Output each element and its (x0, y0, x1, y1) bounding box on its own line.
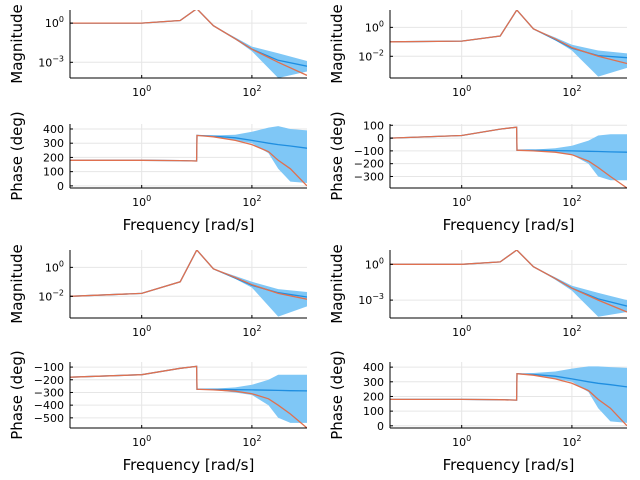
y-tick-label: 100 (363, 119, 384, 132)
y-tick-label: 100 (365, 19, 384, 34)
y-tick-label: −400 (34, 399, 64, 412)
x-tick-label: 100 (452, 324, 471, 339)
nominal-line (70, 365, 307, 428)
y-tick-label: 0 (377, 132, 384, 145)
x-tick-label: 100 (452, 194, 471, 209)
y-tick-label: 10−2 (358, 48, 384, 63)
x-tick-label: 100 (452, 434, 471, 449)
y-tick-label: −100 (354, 145, 384, 158)
y-tick-label: 100 (45, 15, 64, 30)
x-tick-label: 102 (562, 324, 581, 339)
y-tick-label: 10−2 (38, 288, 64, 303)
nominal-line (70, 250, 307, 300)
x-tick-label: 102 (242, 84, 261, 99)
x-tick-label: 100 (452, 84, 471, 99)
y-tick-label: 100 (363, 405, 384, 418)
magnitude-panel-top-right: 100 10−2 100 102 Magnitude (328, 4, 627, 99)
y-axis-label: Phase (deg) (328, 111, 346, 201)
x-tick-label: 102 (242, 194, 261, 209)
x-tick-label: 100 (132, 194, 151, 209)
mean-line (70, 10, 307, 67)
nominal-line (70, 10, 307, 76)
uncertainty-band (390, 366, 627, 423)
plot-area (70, 126, 307, 187)
y-tick-label: −300 (354, 170, 384, 183)
y-axis-label: Phase (deg) (328, 350, 346, 440)
plot-area (390, 250, 627, 317)
nominal-line (390, 10, 627, 65)
nominal-line (390, 126, 627, 188)
y-axis-label: Phase (deg) (8, 111, 26, 201)
y-tick-label: 0 (57, 180, 64, 193)
uncertainty-band (390, 127, 627, 181)
plot-area (390, 10, 627, 77)
plot-area (70, 10, 307, 78)
y-axis-label: Magnitude (8, 4, 26, 83)
x-axis-label: Frequency [rad/s] (443, 216, 575, 234)
magnitude-panel-bottom-right: 100 10−3 100 102 Magnitude (328, 244, 627, 339)
x-tick-label: 102 (562, 194, 581, 209)
y-tick-label: 100 (45, 259, 64, 274)
y-tick-label: 300 (43, 137, 64, 150)
y-tick-label: −500 (34, 412, 64, 425)
y-tick-label: 200 (363, 390, 384, 403)
x-tick-label: 102 (242, 434, 261, 449)
x-tick-label: 102 (242, 324, 261, 339)
uncertainty-band (390, 10, 627, 77)
x-axis-label: Frequency [rad/s] (123, 216, 255, 234)
uncertainty-band (390, 250, 627, 317)
plot-area (70, 250, 307, 317)
y-axis-label: Magnitude (8, 244, 26, 323)
x-tick-label: 100 (132, 84, 151, 99)
x-tick-label: 102 (562, 84, 581, 99)
y-tick-label: 0 (377, 420, 384, 433)
uncertainty-band (70, 250, 307, 317)
y-tick-label: −200 (354, 158, 384, 171)
x-tick-label: 102 (562, 434, 581, 449)
y-tick-label: 100 (43, 166, 64, 179)
x-axis-label: Frequency [rad/s] (443, 456, 575, 474)
y-tick-label: 300 (363, 376, 384, 389)
phase-panel-bottom-left: −100−200−300−400−500 100 102 Phase (deg) (8, 350, 307, 449)
plot-area (390, 126, 627, 188)
y-tick-label: 200 (43, 151, 64, 164)
y-axis-label: Phase (deg) (8, 350, 26, 440)
y-tick-label: 400 (43, 123, 64, 136)
nominal-line (390, 372, 627, 427)
magnitude-panel-top-left: 100 10−3 100 102 Magnitude (8, 4, 307, 99)
y-tick-label: −300 (34, 386, 64, 399)
y-tick-label: −200 (34, 374, 64, 387)
magnitude-panel-bottom-left: 100 10−2 100 102 Magnitude (8, 244, 307, 339)
y-tick-label: 100 (365, 256, 384, 271)
y-tick-label: 10−3 (358, 292, 384, 307)
uncertainty-band (70, 10, 307, 78)
x-tick-label: 100 (132, 324, 151, 339)
y-tick-label: −100 (34, 361, 64, 374)
y-tick-label: 400 (363, 361, 384, 374)
uncertainty-band (70, 366, 307, 423)
plot-area (390, 366, 627, 427)
x-tick-label: 100 (132, 434, 151, 449)
x-axis-label: Frequency [rad/s] (123, 456, 255, 474)
nominal-line (390, 250, 627, 313)
nominal-line (70, 134, 307, 187)
y-axis-label: Magnitude (328, 244, 346, 323)
y-tick-label: 10−3 (38, 54, 64, 69)
plot-area (70, 365, 307, 428)
bode-block-bottom-left: 100 10−2 100 102 Magnitude −100−200−300−400−5… (8, 244, 307, 474)
y-axis-label: Magnitude (328, 4, 346, 83)
